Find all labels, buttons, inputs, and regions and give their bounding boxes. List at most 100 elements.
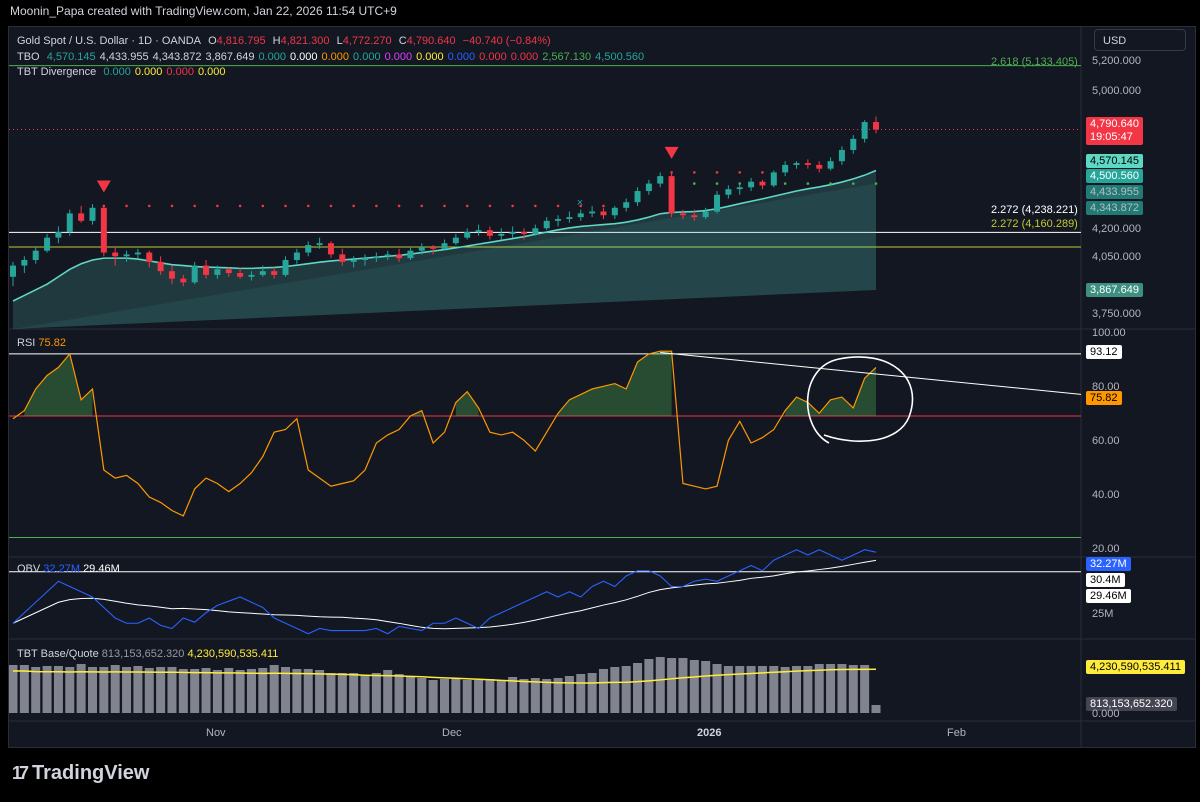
candle-body bbox=[78, 213, 85, 221]
candle-body bbox=[498, 233, 505, 236]
volume-bar bbox=[417, 678, 427, 713]
volume-bar bbox=[201, 668, 211, 713]
tbo-low-tag: 3,867.649 bbox=[1086, 283, 1143, 297]
symbol-name: Gold Spot / U.S. Dollar · 1D · OANDA bbox=[17, 35, 201, 47]
support-dot bbox=[715, 182, 719, 185]
candle-body bbox=[441, 243, 448, 249]
volume-bar bbox=[258, 668, 268, 713]
candle-body bbox=[123, 254, 130, 257]
volume-bar bbox=[326, 673, 336, 713]
obv-ma-value: 29.46M bbox=[83, 563, 120, 575]
volume-bar bbox=[655, 657, 665, 713]
volume-bar bbox=[519, 679, 529, 713]
tbo-value: 4,343.872 bbox=[152, 51, 202, 63]
candle-body bbox=[520, 232, 527, 234]
volume-bar bbox=[564, 676, 574, 713]
rsi-value-tag: 75.82 bbox=[1086, 391, 1122, 405]
candle-body bbox=[339, 254, 346, 262]
currency-selector[interactable]: USD bbox=[1094, 29, 1186, 51]
support-dot bbox=[874, 182, 878, 185]
chart-svg[interactable]: × bbox=[9, 27, 1195, 747]
volume-bar bbox=[87, 667, 97, 713]
candle-body bbox=[396, 254, 403, 259]
candle-body bbox=[486, 230, 493, 236]
tbo-value: 2,567.130 bbox=[542, 51, 592, 63]
volume-bar bbox=[315, 670, 325, 713]
resistance-dot bbox=[443, 204, 446, 208]
candle-body bbox=[600, 211, 607, 216]
fib-top-label: 2.618 (5,133.405) bbox=[991, 56, 1078, 68]
candle-body bbox=[134, 252, 141, 255]
resistance-dot bbox=[284, 204, 287, 208]
volume-bar bbox=[292, 669, 302, 713]
candle-body bbox=[316, 243, 323, 246]
candle-body bbox=[362, 258, 369, 260]
rsi-tick-40: 40.00 bbox=[1092, 489, 1120, 501]
support-dot bbox=[851, 182, 855, 185]
volume-bar bbox=[576, 674, 586, 713]
divergence-value: 0.000 bbox=[134, 66, 163, 78]
volume-bar bbox=[462, 680, 472, 713]
candle-body bbox=[452, 237, 459, 244]
volume-bar bbox=[394, 674, 404, 713]
candle-body bbox=[225, 269, 232, 274]
volume-bar bbox=[349, 673, 359, 713]
tradingview-brand: 17 TradingView bbox=[12, 762, 149, 785]
obv-label: OBV 32.27M 29.46M bbox=[17, 563, 120, 575]
resistance-dot bbox=[238, 204, 242, 208]
candle-body bbox=[384, 254, 391, 257]
resistance-dot bbox=[261, 204, 265, 208]
tbo-value: 0.000 bbox=[289, 51, 318, 63]
tbo-mid-tag: 4,500.560 bbox=[1086, 169, 1143, 183]
resistance-dot bbox=[306, 204, 310, 208]
tbo-value: 3,867.649 bbox=[205, 51, 255, 63]
candle-body bbox=[214, 269, 221, 275]
volume-bar bbox=[803, 666, 813, 713]
tbo-value: 4,433.955 bbox=[99, 51, 149, 63]
sell-signal-icon bbox=[96, 180, 111, 193]
tbo-value: 4,570.145 bbox=[46, 51, 96, 63]
candle-body bbox=[509, 232, 516, 234]
y-tick: 5,200.000 bbox=[1092, 55, 1141, 67]
candle-body bbox=[725, 189, 732, 195]
divergence-value: 0.000 bbox=[166, 66, 194, 78]
tbo-value: 0.000 bbox=[416, 51, 444, 63]
candle-body bbox=[191, 265, 198, 283]
resistance-dot bbox=[420, 204, 424, 208]
resistance-dot bbox=[329, 204, 333, 208]
rsi-tick-60: 60.00 bbox=[1092, 435, 1120, 447]
volume-bar bbox=[122, 667, 132, 713]
chart-area[interactable]: × USD Gold Spot / U.S. Dollar · 1D · OAN… bbox=[8, 26, 1196, 748]
tbo-name: TBO bbox=[17, 51, 40, 63]
candle-body bbox=[850, 138, 857, 151]
rsi-trendline bbox=[660, 352, 1082, 395]
rsi-name: RSI bbox=[17, 337, 36, 349]
candle-body bbox=[816, 164, 823, 169]
rsi-overbought-fill bbox=[24, 351, 876, 416]
candle-body bbox=[657, 176, 664, 184]
obv-axis: 25M bbox=[1092, 608, 1114, 620]
y-tick: 4,050.000 bbox=[1092, 251, 1141, 263]
candle-body bbox=[10, 265, 16, 277]
volume-bar bbox=[667, 658, 677, 713]
tbt-label: TBT Base/Quote 813,153,652.320 4,230,590… bbox=[17, 648, 278, 660]
last-price: 4,790.640 bbox=[1090, 118, 1139, 130]
resistance-dot bbox=[352, 204, 355, 208]
legend-change: −40.740 (−0.84%) bbox=[462, 35, 551, 47]
candle-body bbox=[282, 259, 289, 275]
divergence-value: 0.000 bbox=[103, 66, 131, 78]
candle-body bbox=[793, 163, 800, 165]
volume-bar bbox=[110, 665, 120, 713]
candle-body bbox=[32, 250, 39, 260]
volume-bar bbox=[133, 666, 143, 713]
candle-body bbox=[237, 273, 244, 277]
candle-body bbox=[305, 245, 312, 253]
volume-bar bbox=[383, 670, 393, 713]
candle-body bbox=[782, 164, 789, 173]
volume-bar bbox=[553, 678, 563, 713]
resistance-dot bbox=[216, 204, 219, 208]
volume-bar bbox=[19, 665, 29, 713]
volume-bar bbox=[621, 666, 631, 713]
tbo-value: 0.000 bbox=[479, 51, 507, 63]
